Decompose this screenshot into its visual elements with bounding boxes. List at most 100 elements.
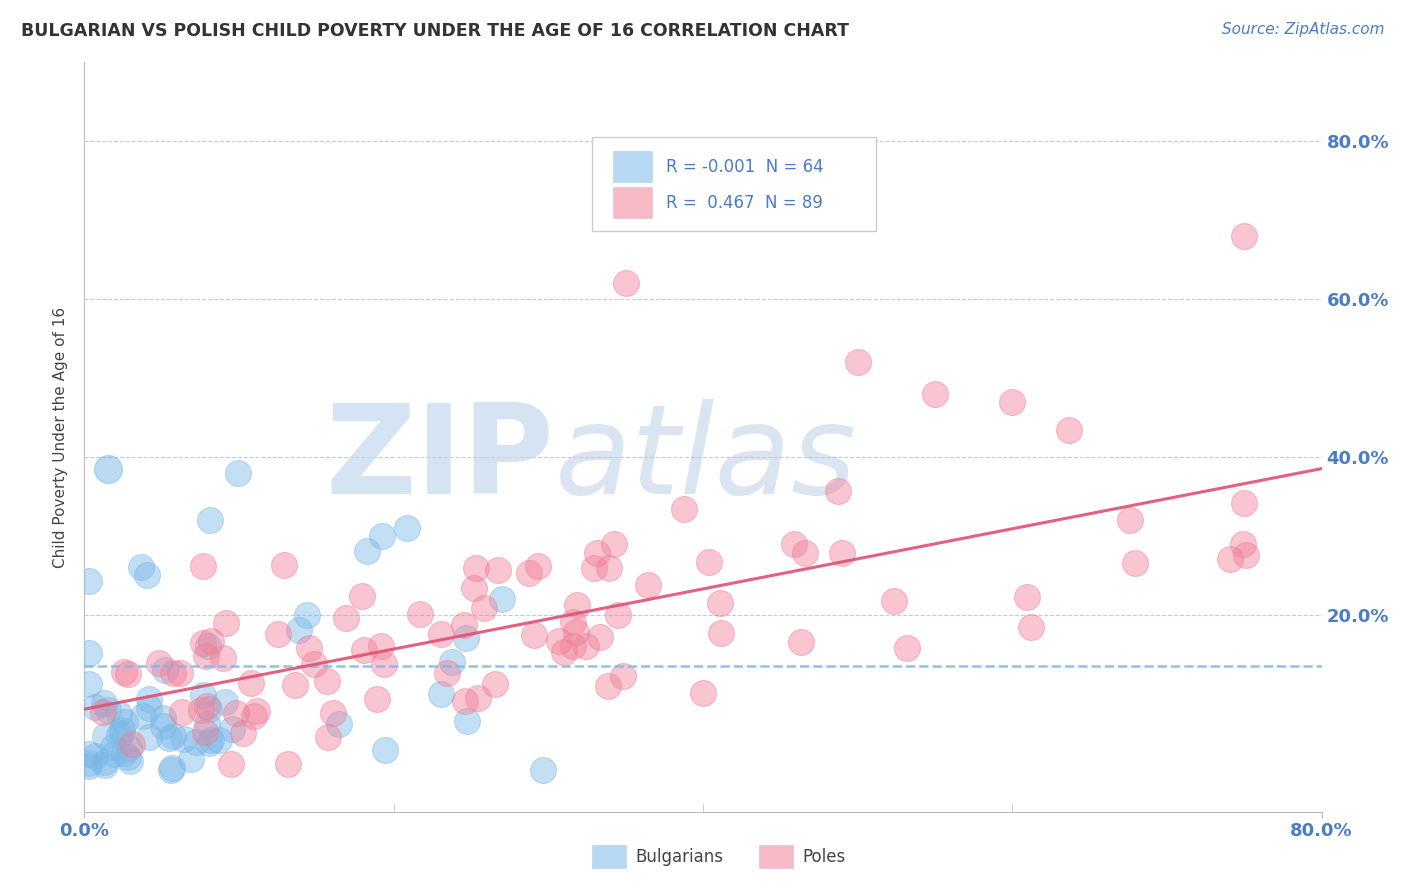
Point — [288, 624, 311, 638]
FancyBboxPatch shape — [759, 846, 793, 868]
Point — [111, 723, 134, 737]
Point — [226, 466, 249, 480]
Point — [94, 755, 117, 769]
Point — [1001, 394, 1024, 409]
Point — [200, 513, 222, 527]
Point — [491, 591, 513, 606]
Point — [430, 688, 453, 702]
Point — [467, 690, 489, 705]
Point — [214, 695, 236, 709]
Point — [565, 599, 588, 613]
FancyBboxPatch shape — [613, 151, 652, 182]
Point — [612, 669, 634, 683]
Point — [783, 537, 806, 551]
Point — [692, 686, 714, 700]
Point — [243, 709, 266, 723]
Point — [77, 676, 100, 690]
Point — [335, 611, 357, 625]
Point — [84, 749, 107, 764]
FancyBboxPatch shape — [613, 186, 652, 219]
Point — [191, 689, 214, 703]
Point — [456, 714, 478, 729]
Point — [561, 639, 583, 653]
Point — [430, 626, 453, 640]
Point — [277, 757, 299, 772]
Point — [195, 717, 218, 731]
Point — [366, 691, 388, 706]
Point — [463, 582, 485, 596]
Point — [1233, 496, 1256, 510]
Point — [194, 649, 217, 664]
Point — [472, 601, 495, 615]
Point — [97, 702, 120, 716]
Point — [1021, 620, 1043, 634]
Point — [114, 714, 136, 729]
Point — [96, 461, 118, 475]
Point — [328, 716, 350, 731]
Point — [831, 545, 853, 559]
Point — [239, 676, 262, 690]
Point — [456, 631, 478, 645]
Point — [598, 680, 620, 694]
Point — [162, 665, 184, 680]
Point — [582, 561, 605, 575]
Point — [103, 740, 125, 755]
Point — [794, 546, 817, 560]
Text: R = -0.001  N = 64: R = -0.001 N = 64 — [666, 158, 824, 176]
Point — [356, 544, 378, 558]
Point — [129, 560, 152, 574]
Point — [77, 756, 100, 771]
Point — [1123, 556, 1146, 570]
Point — [112, 665, 135, 680]
Point — [316, 730, 339, 744]
Point — [131, 709, 153, 723]
Point — [453, 618, 475, 632]
Point — [108, 706, 131, 721]
Point — [94, 730, 117, 744]
Point — [575, 639, 598, 653]
Point — [846, 355, 869, 369]
Point — [84, 700, 107, 714]
Point — [148, 657, 170, 671]
Point — [614, 277, 637, 291]
Text: BULGARIAN VS POLISH CHILD POVERTY UNDER THE AGE OF 16 CORRELATION CHART: BULGARIAN VS POLISH CHILD POVERTY UNDER … — [21, 22, 849, 40]
Point — [598, 560, 620, 574]
Text: Source: ZipAtlas.com: Source: ZipAtlas.com — [1222, 22, 1385, 37]
Point — [1015, 591, 1038, 605]
Point — [111, 725, 134, 739]
Text: Poles: Poles — [801, 847, 845, 865]
Point — [215, 616, 238, 631]
Point — [436, 666, 458, 681]
Point — [697, 555, 720, 569]
Point — [373, 657, 395, 672]
Point — [190, 703, 212, 717]
Point — [672, 501, 695, 516]
Point — [225, 706, 247, 720]
Point — [266, 627, 288, 641]
Point — [302, 657, 325, 672]
Point — [77, 646, 100, 660]
Point — [173, 731, 195, 746]
Point — [138, 692, 160, 706]
Point — [883, 593, 905, 607]
Point — [117, 667, 139, 681]
Point — [295, 607, 318, 622]
Point — [790, 635, 813, 649]
Point — [232, 726, 254, 740]
Point — [1118, 513, 1140, 527]
Point — [371, 529, 394, 543]
Point — [607, 607, 630, 622]
Point — [465, 561, 488, 575]
Point — [548, 634, 571, 648]
Point — [107, 728, 129, 742]
Point — [353, 642, 375, 657]
Text: ZIP: ZIP — [326, 399, 554, 520]
Point — [200, 634, 222, 648]
Point — [273, 558, 295, 573]
Point — [486, 563, 509, 577]
Point — [370, 640, 392, 654]
Point — [1233, 229, 1256, 244]
Point — [162, 729, 184, 743]
Point — [454, 693, 477, 707]
Point — [118, 741, 141, 756]
